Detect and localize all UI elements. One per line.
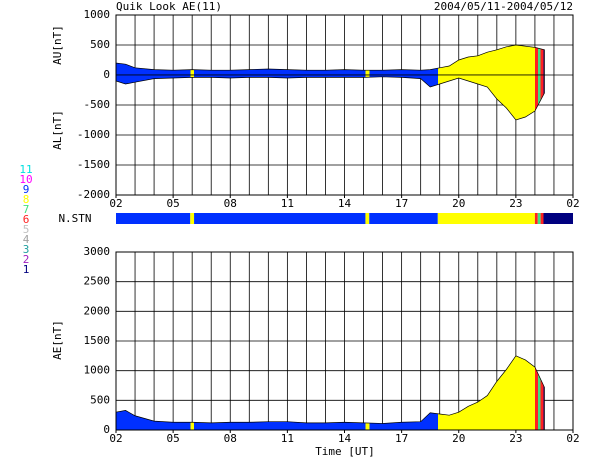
legend-label: 7 (23, 203, 30, 216)
data-area (115, 355, 545, 431)
station-segment (540, 213, 544, 224)
chart-subtitle: 2004/05/11-2004/05/12 (434, 0, 573, 13)
y-tick-label: -2000 (77, 188, 110, 201)
legend-label: 3 (23, 243, 30, 256)
x-tick-label: 20 (452, 197, 465, 210)
x-axis-label: Time [UT] (315, 445, 375, 458)
station-segment (537, 213, 541, 224)
x-tick-label: 05 (167, 432, 180, 445)
y-tick-label: 2500 (84, 275, 111, 288)
x-tick-label: 23 (509, 197, 522, 210)
station-segment (437, 213, 535, 224)
x-tick-label: 02 (109, 432, 122, 445)
y-tick-label: -1000 (77, 128, 110, 141)
x-tick-label: 02 (566, 197, 579, 210)
x-tick-label: 23 (509, 432, 522, 445)
x-tick-label: 17 (395, 432, 408, 445)
chart-title: Quik Look AE(11) (116, 0, 222, 13)
legend-label: 8 (23, 193, 30, 206)
station-segment (543, 213, 573, 224)
station-segment (194, 213, 366, 224)
y-tick-label: 1000 (84, 8, 111, 21)
y-tick-label: 3000 (84, 245, 111, 258)
station-segment (534, 213, 538, 224)
x-tick-label: 17 (395, 197, 408, 210)
y-axis-label: AE[nT] (51, 320, 64, 360)
x-tick-label: 20 (452, 432, 465, 445)
plot-frame (115, 14, 574, 196)
legend-label: 6 (23, 213, 30, 226)
x-tick-label: 11 (281, 432, 294, 445)
x-tick-label: 02 (566, 432, 579, 445)
data-area (115, 44, 545, 76)
x-tick-label: 14 (338, 432, 352, 445)
y-axis-label: AU[nT] (51, 25, 64, 65)
x-tick-label: 02 (109, 197, 122, 210)
y-tick-label: 500 (90, 38, 110, 51)
x-tick-label: 05 (167, 197, 180, 210)
x-tick-label: 11 (281, 197, 294, 210)
station-segment (116, 213, 191, 224)
legend-label: 4 (23, 233, 30, 246)
x-tick-label: 14 (338, 197, 352, 210)
y-tick-label: -1500 (77, 158, 110, 171)
station-segment (365, 213, 370, 224)
data-area (115, 74, 545, 121)
station-segment (369, 213, 438, 224)
legend-label: 2 (23, 253, 30, 266)
legend-label: 10 (19, 173, 32, 186)
y-axis-label: AL[nT] (51, 110, 64, 150)
y-tick-label: 500 (90, 393, 110, 406)
x-tick-label: 08 (224, 197, 237, 210)
y-tick-label: 1000 (84, 364, 111, 377)
legend-label: 11 (19, 163, 32, 176)
y-tick-label: 2000 (84, 304, 111, 317)
y-tick-label: 0 (103, 423, 110, 436)
station-segment (190, 213, 195, 224)
plot-frame (115, 251, 574, 431)
legend-label: 5 (23, 223, 30, 236)
legend-label: 9 (23, 183, 30, 196)
y-tick-label: 0 (103, 68, 110, 81)
strip-label: N.STN (58, 212, 91, 225)
legend-label: 1 (23, 263, 30, 276)
y-tick-label: -500 (84, 98, 111, 111)
x-tick-label: 08 (224, 432, 237, 445)
y-tick-label: 1500 (84, 334, 111, 347)
